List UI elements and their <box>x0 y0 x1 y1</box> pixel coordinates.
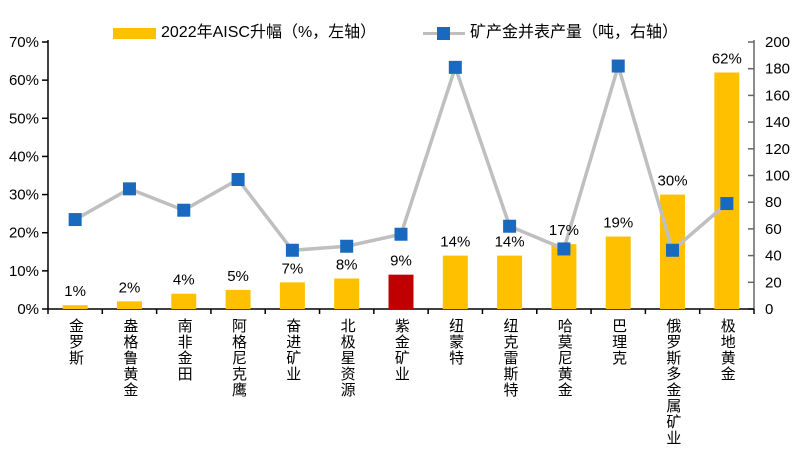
category-label: 紫金矿业 <box>374 318 428 452</box>
category-label: 极地黄金 <box>700 318 754 452</box>
category-label-text: 紫金矿业 <box>392 318 410 382</box>
bar <box>279 282 305 309</box>
category-label-text: 巴理克 <box>610 318 628 366</box>
category-label-text: 俄罗斯多金属矿业 <box>664 318 682 446</box>
category-label: 奋进矿业 <box>265 318 319 452</box>
category-label-text: 纽克雷斯特 <box>501 318 519 398</box>
right-axis-tick-label: 40 <box>765 248 782 265</box>
bar-data-label: 19% <box>603 215 633 232</box>
line-marker-icon <box>394 227 408 241</box>
bar <box>334 278 360 309</box>
right-axis-tick-label: 200 <box>765 34 790 51</box>
left-axis-tick-label: 70% <box>9 34 39 51</box>
right-axis-tick-label: 160 <box>765 87 790 104</box>
bar <box>497 255 523 309</box>
category-label: 南非金田 <box>157 318 211 452</box>
bar <box>116 301 142 309</box>
left-axis-tick-label: 40% <box>9 148 39 165</box>
line-marker-icon <box>557 242 571 256</box>
bar-data-label: 8% <box>336 256 358 273</box>
right-axis-tick-label: 60 <box>765 221 782 238</box>
line-marker-icon <box>231 173 245 187</box>
bar-data-label: 30% <box>658 173 688 190</box>
bar-data-label: 14% <box>495 234 525 251</box>
bar <box>442 255 468 309</box>
line-marker-icon <box>611 59 625 73</box>
line-marker-icon <box>720 197 734 211</box>
category-label: 俄罗斯多金属矿业 <box>646 318 700 452</box>
line-marker-icon <box>448 60 462 74</box>
bar <box>605 236 631 309</box>
left-axis-tick-label: 10% <box>9 263 39 280</box>
category-label: 巴理克 <box>591 318 645 452</box>
bar-data-label: 14% <box>440 234 470 251</box>
bar <box>225 289 251 309</box>
category-label-text: 金罗斯 <box>67 318 85 366</box>
category-label: 盎格鲁黄金 <box>102 318 156 452</box>
category-label-text: 奋进矿业 <box>284 318 302 382</box>
line-marker-icon <box>340 239 354 253</box>
bar-data-label: 1% <box>64 283 86 300</box>
bar <box>714 72 740 309</box>
right-axis-tick-label: 120 <box>765 141 790 158</box>
line-marker-icon <box>285 243 299 257</box>
right-axis-tick-label: 100 <box>765 168 790 185</box>
right-axis-tick-label: 0 <box>765 301 773 318</box>
category-label-text: 哈莫尼黄金 <box>555 318 573 398</box>
category-label-text: 盎格鲁黄金 <box>121 318 139 398</box>
line-marker-icon <box>177 203 191 217</box>
category-label: 纽克雷斯特 <box>483 318 537 452</box>
bar <box>171 293 197 309</box>
left-axis-tick-label: 30% <box>9 187 39 204</box>
line-marker-icon <box>122 182 136 196</box>
bar-data-label: 7% <box>282 260 304 277</box>
right-axis-tick-label: 140 <box>765 114 790 131</box>
right-axis-tick-label: 20 <box>765 274 782 291</box>
bar-data-label: 9% <box>390 253 412 270</box>
category-label: 纽蒙特 <box>428 318 482 452</box>
category-label: 哈莫尼黄金 <box>537 318 591 452</box>
category-label-text: 纽蒙特 <box>447 318 465 366</box>
bar-data-label: 4% <box>173 272 195 289</box>
right-axis-tick-label: 180 <box>765 61 790 78</box>
left-axis-tick-label: 0% <box>17 301 39 318</box>
bar-data-label: 17% <box>549 222 579 239</box>
bar-highlighted <box>388 274 414 309</box>
bar-data-label: 2% <box>119 279 141 296</box>
right-axis-tick-label: 80 <box>765 194 782 211</box>
category-label-text: 南非金田 <box>175 318 193 382</box>
line-marker-icon <box>68 213 82 227</box>
category-label: 金罗斯 <box>48 318 102 452</box>
line-marker-icon <box>666 243 680 257</box>
left-axis-tick-label: 60% <box>9 72 39 89</box>
line-marker-icon <box>503 219 517 233</box>
bar <box>62 305 88 309</box>
left-axis-tick-label: 20% <box>9 225 39 242</box>
category-label: 阿格尼克鹰 <box>211 318 265 452</box>
left-axis-tick-label: 50% <box>9 110 39 127</box>
bar-data-label: 5% <box>227 268 249 285</box>
category-label-text: 阿格尼克鹰 <box>229 318 247 398</box>
category-label-text: 极地黄金 <box>718 318 736 382</box>
category-label: 北极星资源 <box>320 318 374 452</box>
category-label-text: 北极星资源 <box>338 318 356 398</box>
bar-data-label: 62% <box>712 51 742 68</box>
